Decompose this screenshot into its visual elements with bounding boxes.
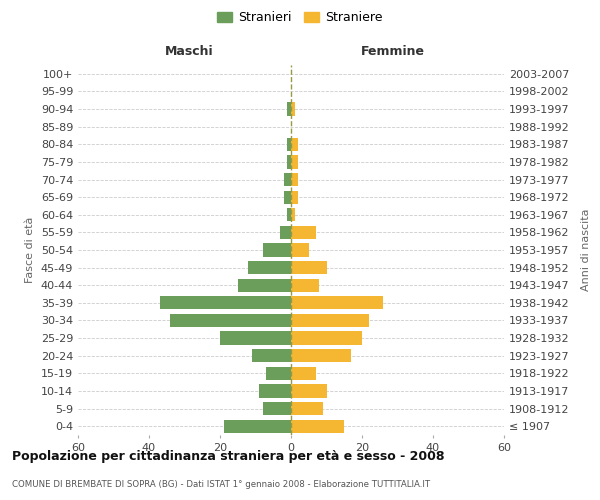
- Bar: [284, 190, 291, 204]
- Text: Femmine: Femmine: [361, 44, 425, 58]
- Bar: [224, 420, 291, 433]
- Text: Popolazione per cittadinanza straniera per età e sesso - 2008: Popolazione per cittadinanza straniera p…: [12, 450, 445, 463]
- Bar: [291, 314, 369, 327]
- Bar: [291, 173, 298, 186]
- Bar: [291, 226, 316, 239]
- Bar: [287, 102, 291, 116]
- Bar: [259, 384, 291, 398]
- Bar: [238, 278, 291, 292]
- Bar: [291, 349, 352, 362]
- Bar: [291, 278, 319, 292]
- Bar: [291, 244, 309, 256]
- Bar: [291, 138, 298, 151]
- Bar: [291, 366, 316, 380]
- Bar: [287, 156, 291, 168]
- Bar: [291, 261, 326, 274]
- Bar: [291, 190, 298, 204]
- Bar: [284, 173, 291, 186]
- Bar: [291, 156, 298, 168]
- Bar: [280, 226, 291, 239]
- Bar: [291, 402, 323, 415]
- Bar: [263, 244, 291, 256]
- Bar: [248, 261, 291, 274]
- Bar: [291, 208, 295, 222]
- Bar: [252, 349, 291, 362]
- Bar: [291, 102, 295, 116]
- Bar: [291, 332, 362, 344]
- Bar: [220, 332, 291, 344]
- Text: Maschi: Maschi: [164, 44, 213, 58]
- Bar: [266, 366, 291, 380]
- Legend: Stranieri, Straniere: Stranieri, Straniere: [212, 6, 388, 29]
- Bar: [160, 296, 291, 310]
- Bar: [291, 296, 383, 310]
- Bar: [291, 384, 326, 398]
- Bar: [170, 314, 291, 327]
- Bar: [287, 138, 291, 151]
- Bar: [291, 420, 344, 433]
- Bar: [263, 402, 291, 415]
- Bar: [287, 208, 291, 222]
- Text: COMUNE DI BREMBATE DI SOPRA (BG) - Dati ISTAT 1° gennaio 2008 - Elaborazione TUT: COMUNE DI BREMBATE DI SOPRA (BG) - Dati …: [12, 480, 430, 489]
- Y-axis label: Anni di nascita: Anni di nascita: [581, 209, 591, 291]
- Y-axis label: Fasce di età: Fasce di età: [25, 217, 35, 283]
